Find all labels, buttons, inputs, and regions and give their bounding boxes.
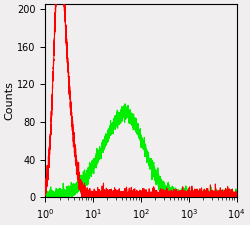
Y-axis label: Counts: Counts — [4, 81, 14, 120]
